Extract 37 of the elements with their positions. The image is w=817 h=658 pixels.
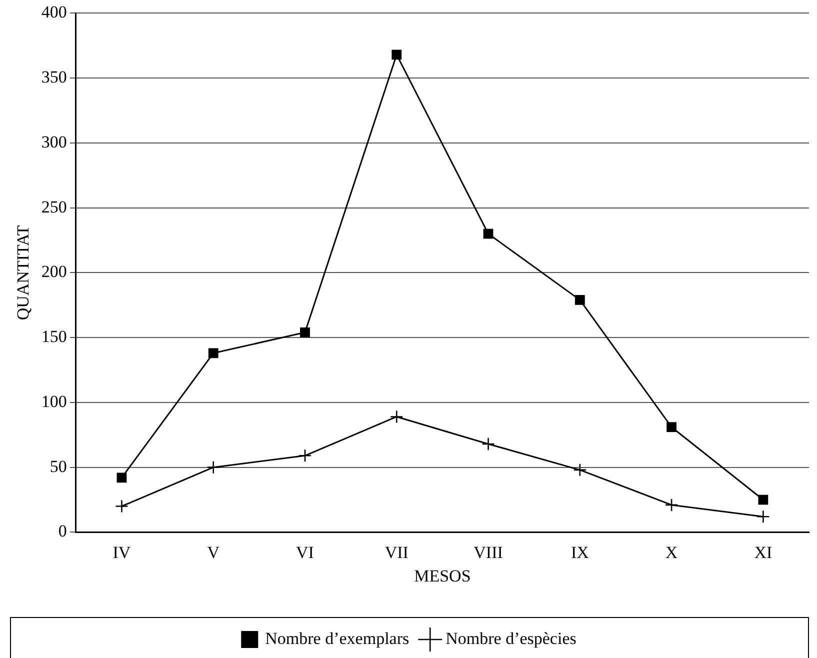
y-axis-title: QUANTITAT [14, 224, 33, 320]
y-tick-label: 300 [41, 132, 67, 152]
y-tick-label: 50 [50, 456, 67, 476]
point [756, 510, 770, 524]
x-axis-title: MESOS [414, 566, 471, 586]
point [483, 228, 494, 239]
point [390, 410, 404, 424]
point [298, 449, 312, 462]
y-tick-label: 100 [41, 392, 67, 411]
point [664, 498, 678, 512]
legend-label: Nombre d’espècies [446, 628, 576, 648]
x-tick-label: XI [754, 542, 772, 562]
point [208, 348, 218, 358]
point [482, 437, 495, 451]
x-tick-label: VI [296, 542, 314, 562]
legend-label: Nombre d’exemplars [265, 628, 410, 648]
point [573, 463, 587, 477]
x-tick-label: VIII [474, 542, 504, 562]
x-tick-label: VII [384, 542, 409, 562]
point [300, 327, 310, 338]
x-tick-label: IV [112, 542, 132, 562]
point [758, 494, 768, 505]
y-tick-label: 250 [41, 197, 67, 216]
y-tick-label: 200 [41, 262, 67, 282]
y-tick-label: 400 [41, 2, 67, 22]
x-tick-label: IX [570, 542, 589, 562]
y-tick-label: 350 [41, 68, 67, 87]
x-tick-label: V [207, 542, 220, 562]
point [206, 460, 220, 474]
x-tick-label: X [665, 542, 678, 562]
y-tick-label: 150 [41, 327, 67, 346]
point [574, 295, 585, 305]
point [392, 50, 402, 60]
point [666, 422, 676, 432]
point [115, 500, 128, 513]
y-tick-label: 0 [58, 522, 67, 541]
point [116, 472, 127, 483]
